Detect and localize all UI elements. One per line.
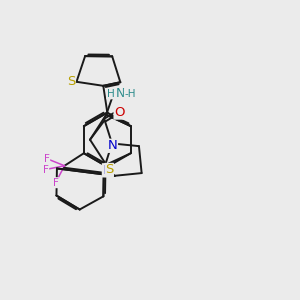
- Text: N: N: [108, 139, 118, 152]
- Text: F: F: [43, 164, 49, 175]
- Text: S: S: [67, 75, 75, 88]
- Text: F: F: [44, 154, 50, 164]
- Text: F: F: [53, 178, 58, 188]
- Text: H: H: [107, 89, 115, 99]
- Text: O: O: [114, 106, 124, 119]
- Text: -H: -H: [124, 89, 136, 99]
- Text: S: S: [105, 164, 113, 176]
- Text: N: N: [116, 87, 125, 100]
- Text: N: N: [102, 164, 112, 177]
